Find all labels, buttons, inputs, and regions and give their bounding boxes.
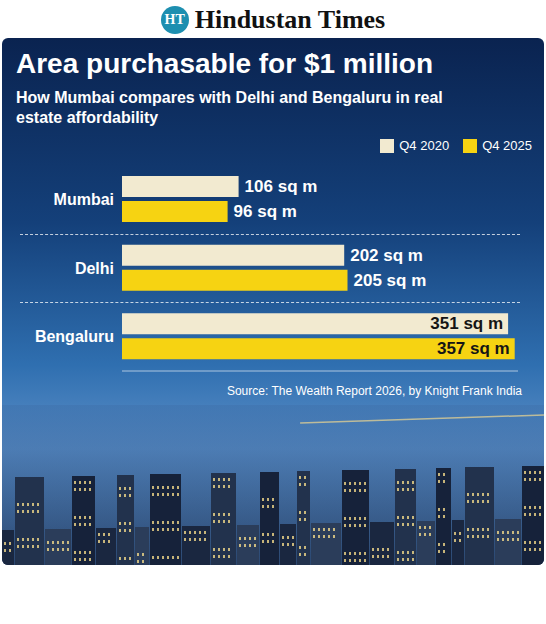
svg-text:202 sq m: 202 sq m (350, 246, 423, 265)
svg-text:205 sq m: 205 sq m (354, 271, 427, 290)
svg-text:351 sq m: 351 sq m (430, 314, 503, 333)
svg-text:Delhi: Delhi (75, 260, 114, 277)
html-text:HT Hindustan Times: HT Hindustan Times (164, 5, 386, 34)
html-text:Area purchasable for $1 millio: Area purchasable for $1 million (16, 48, 433, 79)
svg-text:96 sq m: 96 sq m (234, 202, 297, 221)
html-text:Q4 2020: Q4 2020 (399, 138, 450, 153)
html-text:How Mumbai compares with Delhi: How Mumbai compares with Delhi and Benga… (16, 89, 443, 126)
html-text:Source: The Wealth Report 2026: Source: The Wealth Report 2026, by Knigh… (226, 384, 522, 398)
svg-text:Bengaluru: Bengaluru (35, 328, 114, 345)
svg-text:357 sq m: 357 sq m (437, 339, 510, 358)
html-text:Q4 2025: Q4 2025 (482, 138, 532, 153)
svg-text:106 sq m: 106 sq m (245, 177, 318, 196)
svg-text:Mumbai: Mumbai (54, 191, 114, 208)
